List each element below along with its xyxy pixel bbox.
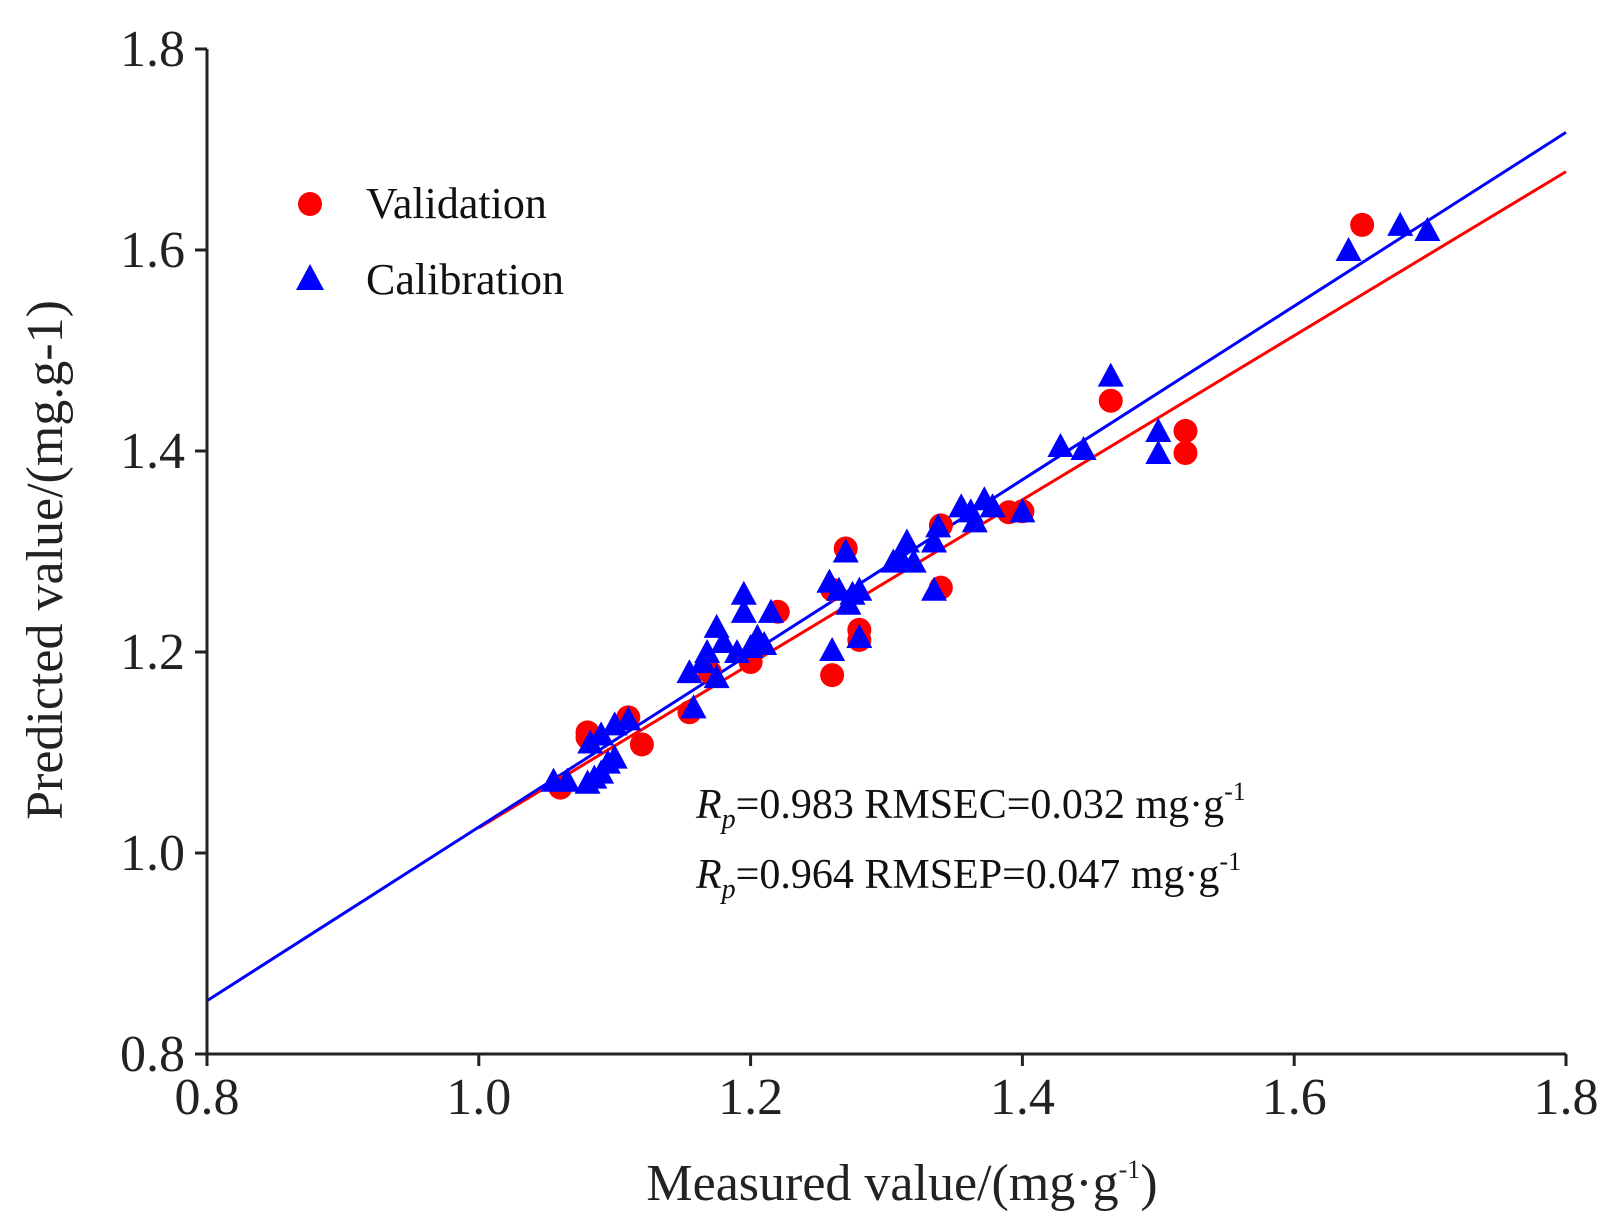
calibration-point	[1387, 211, 1414, 236]
annotations: Rp=0.983 RMSEC=0.032 mg·g-1 Rp=0.964 RMS…	[695, 777, 1246, 905]
legend-validation-marker	[298, 192, 322, 216]
calibration-point	[710, 628, 737, 653]
calibration-point	[615, 706, 642, 731]
data-points	[540, 211, 1441, 800]
x-tick-label: 1.0	[446, 1069, 511, 1126]
y-tick-label: 1.0	[120, 825, 185, 882]
calibration-point	[588, 721, 615, 746]
annotation-validation-stats: Rp=0.964 RMSEP=0.047 mg·g-1	[695, 847, 1241, 905]
calibration-point	[694, 639, 721, 664]
calibration-point	[887, 543, 914, 568]
calibration-point	[1335, 237, 1362, 262]
calibration-point	[751, 630, 778, 656]
validation-point	[629, 732, 654, 757]
annotation-calibration-stats: Rp=0.983 RMSEC=0.032 mg·g-1	[695, 777, 1246, 835]
y-tick-label: 1.2	[120, 624, 185, 681]
calibration-point	[554, 767, 581, 792]
x-ticks: 0.8 1.0 1.2 1.4 1.6 1.8	[175, 1054, 1599, 1126]
x-tick-label: 1.2	[718, 1069, 783, 1126]
calibration-point	[1097, 362, 1124, 387]
calibration-point	[1145, 440, 1172, 465]
y-tick-label: 1.6	[120, 222, 185, 279]
x-tick-label: 0.8	[175, 1069, 240, 1126]
calibration-point	[961, 508, 988, 533]
validation-point	[1350, 212, 1375, 237]
calibration-point	[1009, 498, 1036, 523]
calibration-point	[577, 729, 604, 754]
x-tick-label: 1.4	[990, 1069, 1055, 1126]
calibration-point	[676, 659, 703, 684]
calibration-point	[979, 493, 1006, 518]
legend: Validation Calibration	[296, 179, 564, 304]
y-tick-label: 1.4	[120, 423, 185, 480]
x-tick-label: 1.8	[1534, 1069, 1599, 1126]
calibration-point	[730, 580, 757, 605]
calibration-point	[680, 694, 707, 719]
calibration-point	[846, 623, 873, 648]
axes: 0.8 1.0 1.2 1.4 1.6 1.8 0.8 1.0 1.2 1.4 1.6 1.8	[120, 21, 1599, 1126]
validation-point	[1173, 418, 1198, 443]
calibration-point	[1145, 417, 1172, 442]
validation-point	[1173, 441, 1198, 466]
x-axis-title: Measured value/(mg·g-1)	[646, 1155, 1157, 1212]
calibration-point	[730, 598, 757, 623]
calibration-point	[601, 744, 628, 769]
legend-calibration-label: Calibration	[366, 255, 564, 304]
calibration-point	[819, 636, 846, 662]
calibration-point	[900, 548, 927, 573]
calibration-point	[703, 664, 730, 689]
x-tick-label: 1.6	[1262, 1069, 1327, 1126]
validation-point	[820, 663, 845, 688]
calibration-point	[921, 528, 948, 553]
calibration-point	[1070, 435, 1097, 461]
calibration-point	[925, 513, 952, 538]
calibration-point	[921, 576, 948, 601]
calibration-point	[846, 576, 873, 601]
y-axis-title: Predicted value/(mg.g-1)	[17, 300, 74, 820]
calibration-point	[757, 598, 784, 623]
y-tick-label: 1.8	[120, 21, 185, 78]
calibration-point	[832, 538, 859, 563]
legend-calibration-marker	[296, 264, 324, 290]
calibration-point	[1414, 216, 1441, 241]
validation-point	[1098, 388, 1123, 413]
y-tick-label: 0.8	[120, 1026, 185, 1083]
y-ticks: 0.8 1.0 1.2 1.4 1.6 1.8	[120, 21, 207, 1083]
legend-validation-label: Validation	[366, 179, 547, 228]
calibration-point	[1047, 432, 1074, 458]
calibration-point	[893, 528, 920, 553]
